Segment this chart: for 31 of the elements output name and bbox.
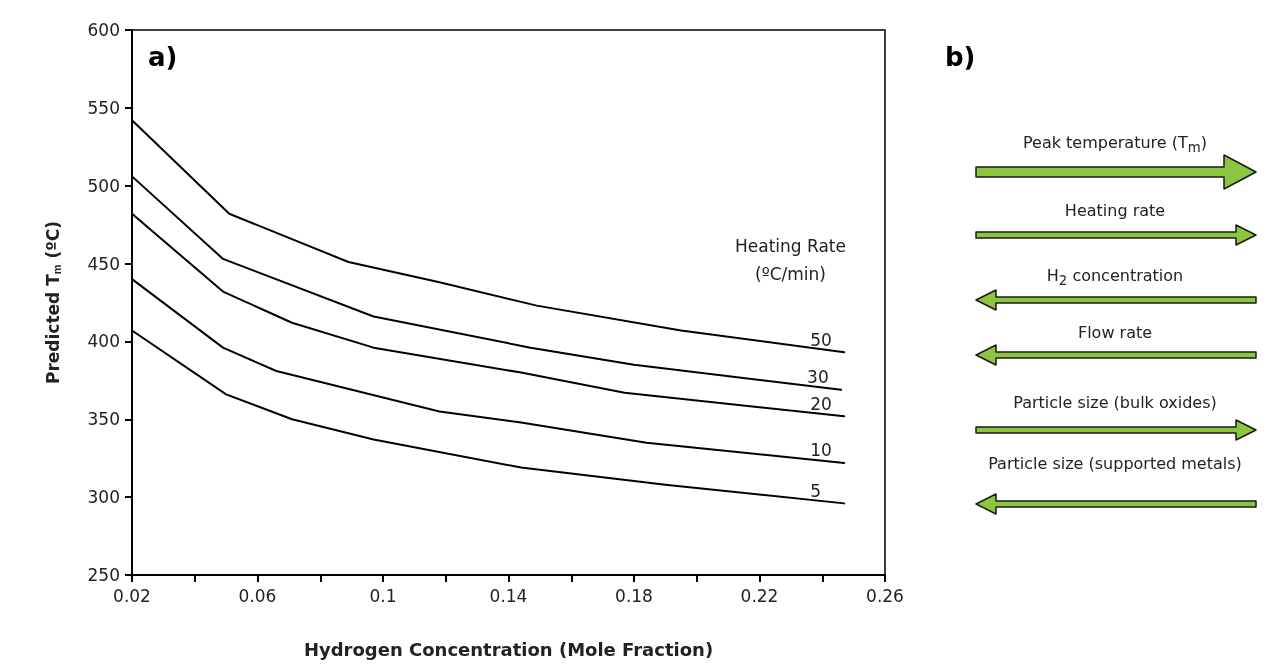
text: H$_{2}$ concentration — [1046, 266, 1184, 289]
legend-title: Heating Rate (ºC/min) — [735, 236, 846, 284]
series-label: 10 — [810, 440, 832, 461]
x-tick-label: 0.02 — [113, 585, 151, 606]
y-tick-label: 500 — [87, 175, 120, 196]
series-label: 50 — [810, 329, 832, 350]
y-tick-label: 250 — [87, 565, 120, 585]
series-label: 5 — [810, 480, 822, 501]
x-tick-label: 0.14 — [489, 585, 528, 606]
x-axis-title: Hydrogen Concentration (Mole Fraction) — [303, 638, 714, 660]
y-tick-label: 450 — [87, 253, 120, 274]
series-label: 30 — [807, 367, 829, 388]
x-tick-label: 0.26 — [866, 585, 904, 606]
y-tick-label: 600 — [87, 20, 120, 40]
text: Flow rate — [1077, 323, 1153, 342]
text: Particle size (supported metals) — [988, 454, 1242, 473]
y-tick-label: 300 — [87, 487, 120, 508]
text: Particle size (bulk oxides) — [1013, 393, 1217, 412]
text: b) — [945, 42, 976, 72]
y-tick-label: 400 — [87, 331, 120, 352]
text: Heating rate — [1064, 201, 1166, 220]
y-tick-label: 550 — [87, 97, 120, 118]
text: Peak temperature (T$_{m}$) — [1023, 133, 1207, 156]
x-tick-label: 0.22 — [740, 585, 779, 606]
y-tick-label: 350 — [87, 409, 120, 430]
annotation: a) — [148, 42, 178, 72]
x-tick-label: 0.18 — [615, 585, 653, 606]
x-tick-label: 0.1 — [369, 585, 397, 606]
series-label: 20 — [810, 393, 832, 414]
y-axis-title: Predicted Tm (ºC) — [42, 220, 63, 385]
x-tick-label: 0.06 — [238, 585, 277, 606]
